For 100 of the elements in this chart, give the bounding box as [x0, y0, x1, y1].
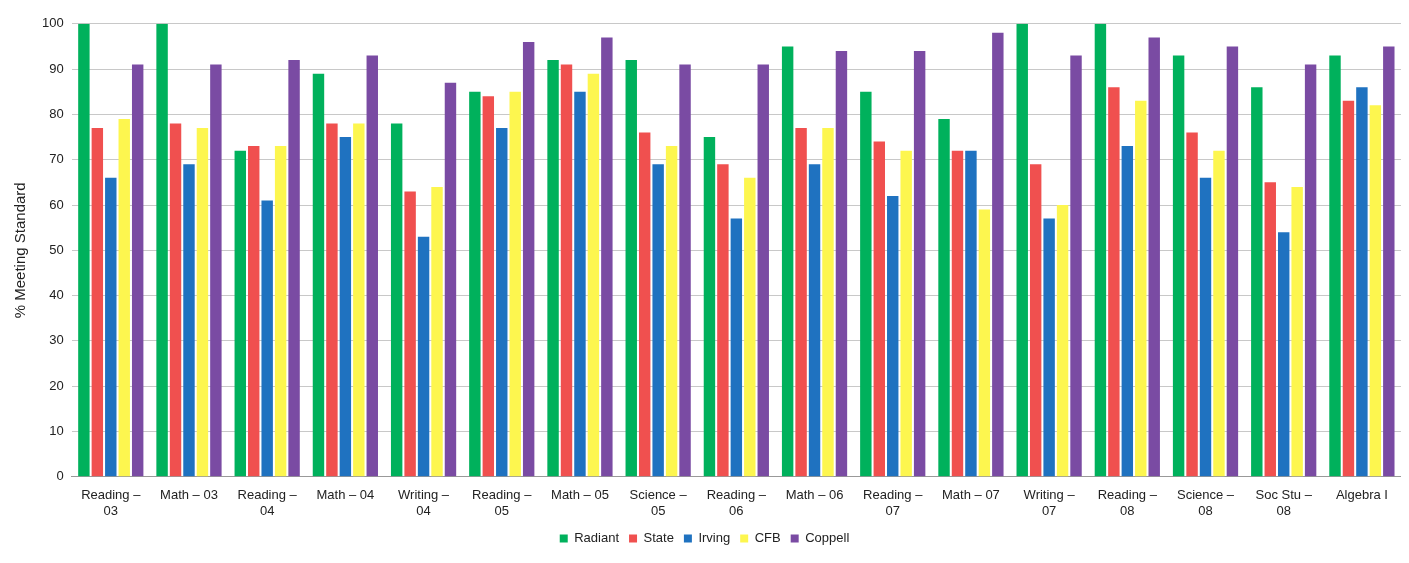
- bar: [757, 64, 769, 477]
- bar: [131, 64, 144, 477]
- bar: [574, 91, 586, 477]
- bar: [118, 118, 130, 477]
- bar: [1369, 105, 1382, 477]
- bar: [522, 41, 535, 477]
- bar: [951, 150, 964, 477]
- y-tick-label: 40: [49, 287, 64, 303]
- bar: [366, 55, 378, 477]
- bar: [210, 64, 222, 477]
- x-tick-label: Reading – 04: [237, 487, 298, 518]
- x-tick-label: Math – 05: [551, 487, 609, 503]
- bar: [900, 150, 912, 477]
- bar: [808, 164, 821, 477]
- bar: [679, 64, 691, 477]
- bar: [1329, 55, 1341, 477]
- bar: [1186, 132, 1198, 477]
- bar: [965, 150, 977, 477]
- legend-label: Irving: [698, 530, 731, 546]
- bar: [887, 195, 899, 477]
- bar: [835, 50, 848, 477]
- bar: [665, 146, 678, 477]
- bar: [482, 96, 495, 477]
- bar: [183, 164, 195, 477]
- bar: [1383, 46, 1395, 477]
- bar: [587, 73, 600, 477]
- bar: [339, 137, 352, 477]
- bar: [1304, 64, 1317, 477]
- x-tick-label: Soc Stu – 08: [1255, 487, 1313, 518]
- bar: [873, 141, 885, 477]
- bar: [795, 127, 807, 477]
- legend-label: Coppell: [805, 530, 850, 546]
- x-tick-label: Math – 07: [942, 487, 1000, 503]
- bar: [601, 37, 613, 477]
- bar: [261, 200, 273, 477]
- bar: [652, 164, 664, 477]
- x-tick-label: Science – 08: [1176, 487, 1235, 518]
- bar: [1016, 23, 1028, 477]
- x-tick-label: Reading – 08: [1097, 487, 1158, 518]
- x-tick-label: Reading – 07: [863, 487, 924, 518]
- bar: [1199, 177, 1212, 477]
- legend-label: CFB: [754, 530, 781, 546]
- bar: [509, 91, 521, 477]
- x-tick-label: Math – 04: [316, 487, 375, 503]
- bar: [547, 60, 559, 477]
- bar: [1172, 55, 1185, 477]
- y-tick-label: 70: [49, 151, 64, 167]
- bar: [444, 82, 457, 477]
- bar: [326, 123, 338, 477]
- bar: [1148, 37, 1160, 477]
- bar: [1056, 205, 1069, 477]
- y-tick-label: 10: [49, 423, 64, 439]
- y-tick-label: 30: [49, 332, 64, 348]
- bar: [353, 123, 365, 477]
- bar: [274, 146, 287, 477]
- legend-label: State: [643, 530, 674, 546]
- bar: [938, 118, 950, 477]
- x-tick-label: Reading – 06: [706, 487, 767, 518]
- bar: [730, 218, 743, 477]
- bar: [992, 32, 1004, 477]
- bar: [1213, 150, 1225, 477]
- y-tick-label: 100: [41, 15, 64, 31]
- bar: [1277, 232, 1290, 477]
- bar: [717, 164, 729, 477]
- bar: [78, 23, 90, 477]
- bar: [469, 91, 481, 477]
- bar: [1251, 87, 1263, 477]
- bar: [781, 46, 794, 477]
- bar: [417, 236, 430, 477]
- x-tick-label: Writing – 07: [1023, 487, 1076, 518]
- bar: [496, 127, 508, 477]
- bar: [1291, 186, 1303, 477]
- x-tick-label: Science – 05: [629, 487, 688, 518]
- bar: [1070, 55, 1082, 477]
- bar: [404, 191, 416, 477]
- y-tick-label: 0: [56, 468, 64, 484]
- x-tick-label: Reading – 05: [472, 487, 533, 518]
- bar: [234, 150, 246, 477]
- bar: [625, 60, 637, 477]
- bar: [913, 50, 926, 477]
- x-tick-label: Algebra I: [1335, 487, 1388, 503]
- bar: [638, 132, 651, 477]
- bar: [1029, 164, 1042, 477]
- bar: [744, 177, 756, 477]
- bar: [1226, 46, 1239, 477]
- y-axis-title: % Meeting Standard: [11, 182, 29, 319]
- bar: [105, 177, 117, 477]
- x-tick-label: Math – 03: [160, 487, 218, 503]
- bar: [1108, 87, 1120, 477]
- x-tick-label: Writing – 04: [398, 487, 450, 518]
- bar: [312, 73, 325, 477]
- bar: [1342, 100, 1355, 477]
- x-tick-label: Reading – 03: [81, 487, 142, 518]
- bar: [1043, 218, 1055, 477]
- y-tick-label: 20: [49, 377, 64, 393]
- bar: [860, 91, 872, 477]
- bar: [1135, 100, 1147, 477]
- bar: [560, 64, 573, 477]
- bar: [288, 60, 300, 477]
- bar: [169, 123, 182, 477]
